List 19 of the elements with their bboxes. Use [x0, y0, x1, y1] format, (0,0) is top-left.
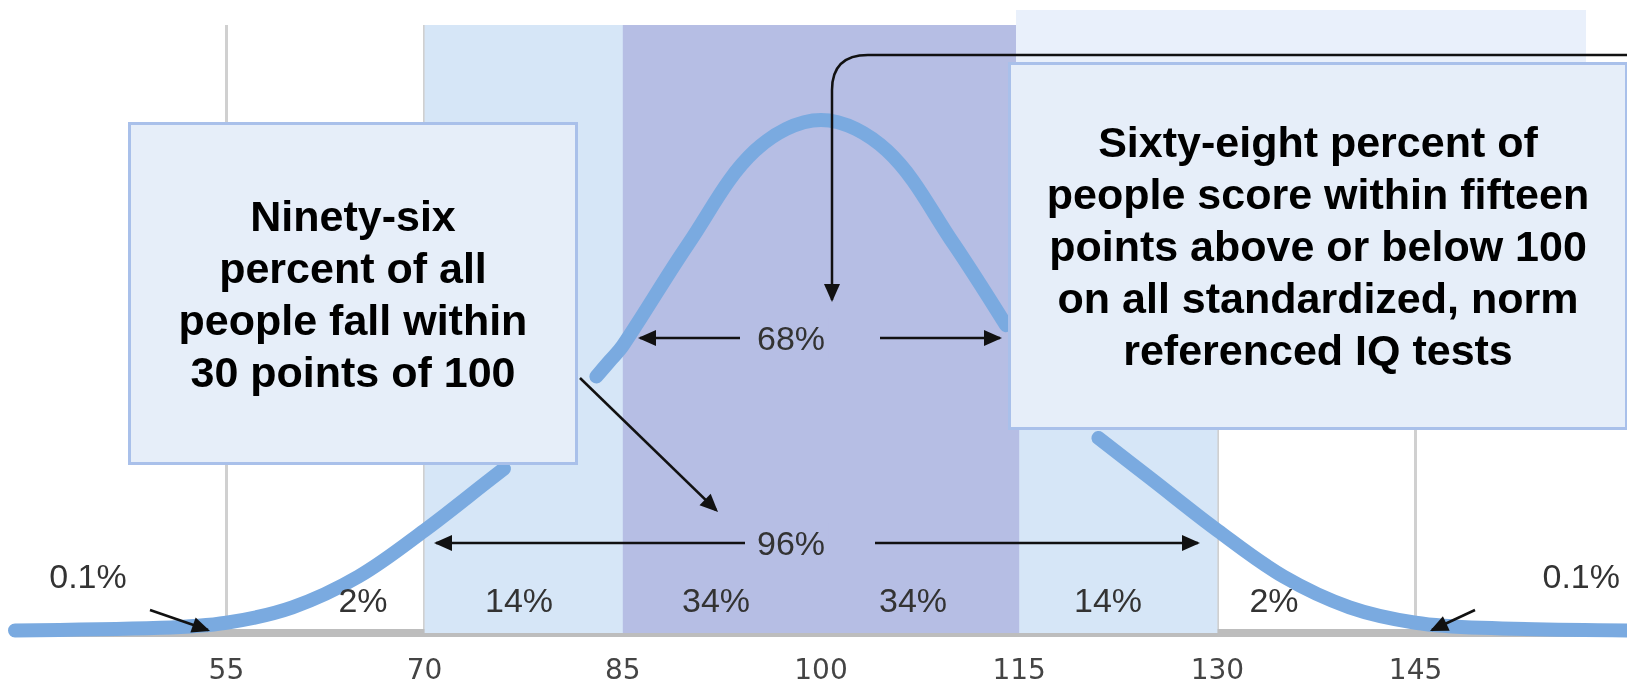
x-tick-label: 130 — [1190, 652, 1245, 686]
annotation: 68% — [752, 318, 830, 358]
x-tick-label: 85 — [604, 652, 641, 686]
annotation: 0.1% — [49, 556, 127, 596]
callout-box: Sixty-eight percent of people score within fifteen points above or below 100 on all standardized, norm referenced IQ tests — [1008, 62, 1627, 430]
annotation: 34% — [878, 580, 948, 620]
callout-box: Ninety-six percent of all people fall within 30 points of 100 — [128, 122, 578, 465]
x-tick-label: 115 — [992, 652, 1046, 686]
x-tick-label: 70 — [406, 652, 443, 686]
x-tick-label: 100 — [794, 652, 848, 686]
annotation: 2% — [1249, 580, 1299, 620]
x-tick-label: 55 — [208, 652, 245, 686]
x-tick-label: 145 — [1388, 652, 1443, 686]
annotation: 96% — [752, 523, 830, 563]
annotation: 2% — [338, 580, 388, 620]
annotation: 14% — [484, 580, 554, 620]
annotation: 14% — [1073, 580, 1143, 620]
annotation: 34% — [681, 580, 751, 620]
annotation: 0.1% — [1542, 556, 1620, 596]
